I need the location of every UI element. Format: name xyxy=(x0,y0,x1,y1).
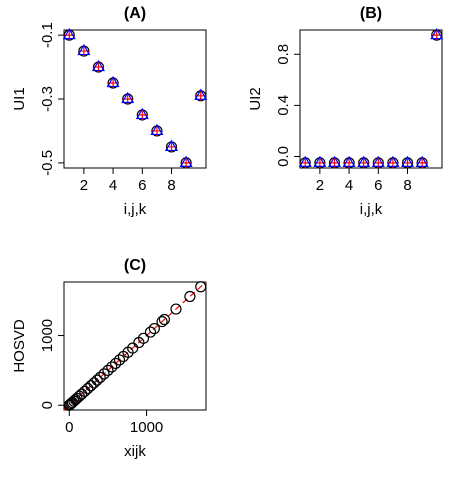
point xyxy=(121,91,135,104)
x-axis-label: xijk xyxy=(124,443,146,460)
chart-title: (C) xyxy=(124,257,146,274)
point xyxy=(144,326,157,338)
chart-title: (B) xyxy=(360,5,382,22)
x-tick-label: 8 xyxy=(167,177,175,194)
point xyxy=(91,374,103,386)
point xyxy=(79,385,91,397)
x-tick-label: 8 xyxy=(403,177,411,194)
y-tick-label: -0.5 xyxy=(39,150,56,176)
y-tick-label: 0 xyxy=(39,401,56,409)
point xyxy=(137,332,150,344)
x-tick-label: 4 xyxy=(109,177,117,194)
plot-box xyxy=(299,29,443,169)
point xyxy=(430,27,444,40)
chart-title: (A) xyxy=(124,5,146,22)
x-tick-label: 4 xyxy=(345,177,353,194)
point xyxy=(164,139,179,152)
x-tick-label: 1000 xyxy=(130,419,163,436)
point xyxy=(91,59,106,72)
y-axis-label: UI1 xyxy=(11,87,28,110)
point xyxy=(110,357,122,370)
point xyxy=(184,290,196,303)
x-tick-label: 6 xyxy=(138,177,146,194)
y-tick-label: 0.4 xyxy=(275,95,292,116)
x-tick-label: 6 xyxy=(374,177,382,194)
point xyxy=(179,155,193,167)
x-tick-label: 0 xyxy=(65,419,73,436)
y-tick-label: 0.0 xyxy=(275,146,292,167)
point xyxy=(170,303,182,315)
point xyxy=(69,394,82,406)
point xyxy=(82,382,94,395)
point xyxy=(106,361,118,373)
x-axis-label: i,j,k xyxy=(360,201,383,218)
point xyxy=(156,315,168,328)
point xyxy=(357,155,371,167)
y-tick-label: 1000 xyxy=(39,319,56,352)
point xyxy=(113,354,126,366)
plot-box xyxy=(63,281,207,411)
y-tick-label: 0.8 xyxy=(275,44,292,65)
point xyxy=(76,388,88,400)
x-tick-label: 2 xyxy=(80,177,88,194)
x-axis-label: i,j,k xyxy=(124,201,147,218)
point xyxy=(400,155,415,167)
point xyxy=(158,313,170,326)
point xyxy=(415,155,429,167)
y-axis-label: UI2 xyxy=(247,87,264,110)
point xyxy=(62,27,76,40)
point xyxy=(195,281,207,293)
point xyxy=(127,342,139,354)
point xyxy=(371,155,385,167)
y-tick-label: -0.3 xyxy=(39,86,56,112)
point xyxy=(150,123,164,136)
x-tick-label: 2 xyxy=(316,177,324,194)
point xyxy=(98,368,110,380)
point xyxy=(85,380,97,392)
point xyxy=(342,155,356,167)
point xyxy=(135,107,149,120)
point xyxy=(194,88,208,100)
point xyxy=(102,364,114,377)
point xyxy=(106,75,120,88)
point xyxy=(327,155,342,167)
point xyxy=(148,322,160,335)
y-tick-label: -0.1 xyxy=(39,22,56,48)
y-axis-label: HOSVD xyxy=(11,319,28,373)
point xyxy=(88,377,100,389)
point xyxy=(77,43,91,56)
point xyxy=(386,155,400,167)
point xyxy=(94,371,106,383)
point xyxy=(313,155,327,167)
point xyxy=(298,155,312,167)
